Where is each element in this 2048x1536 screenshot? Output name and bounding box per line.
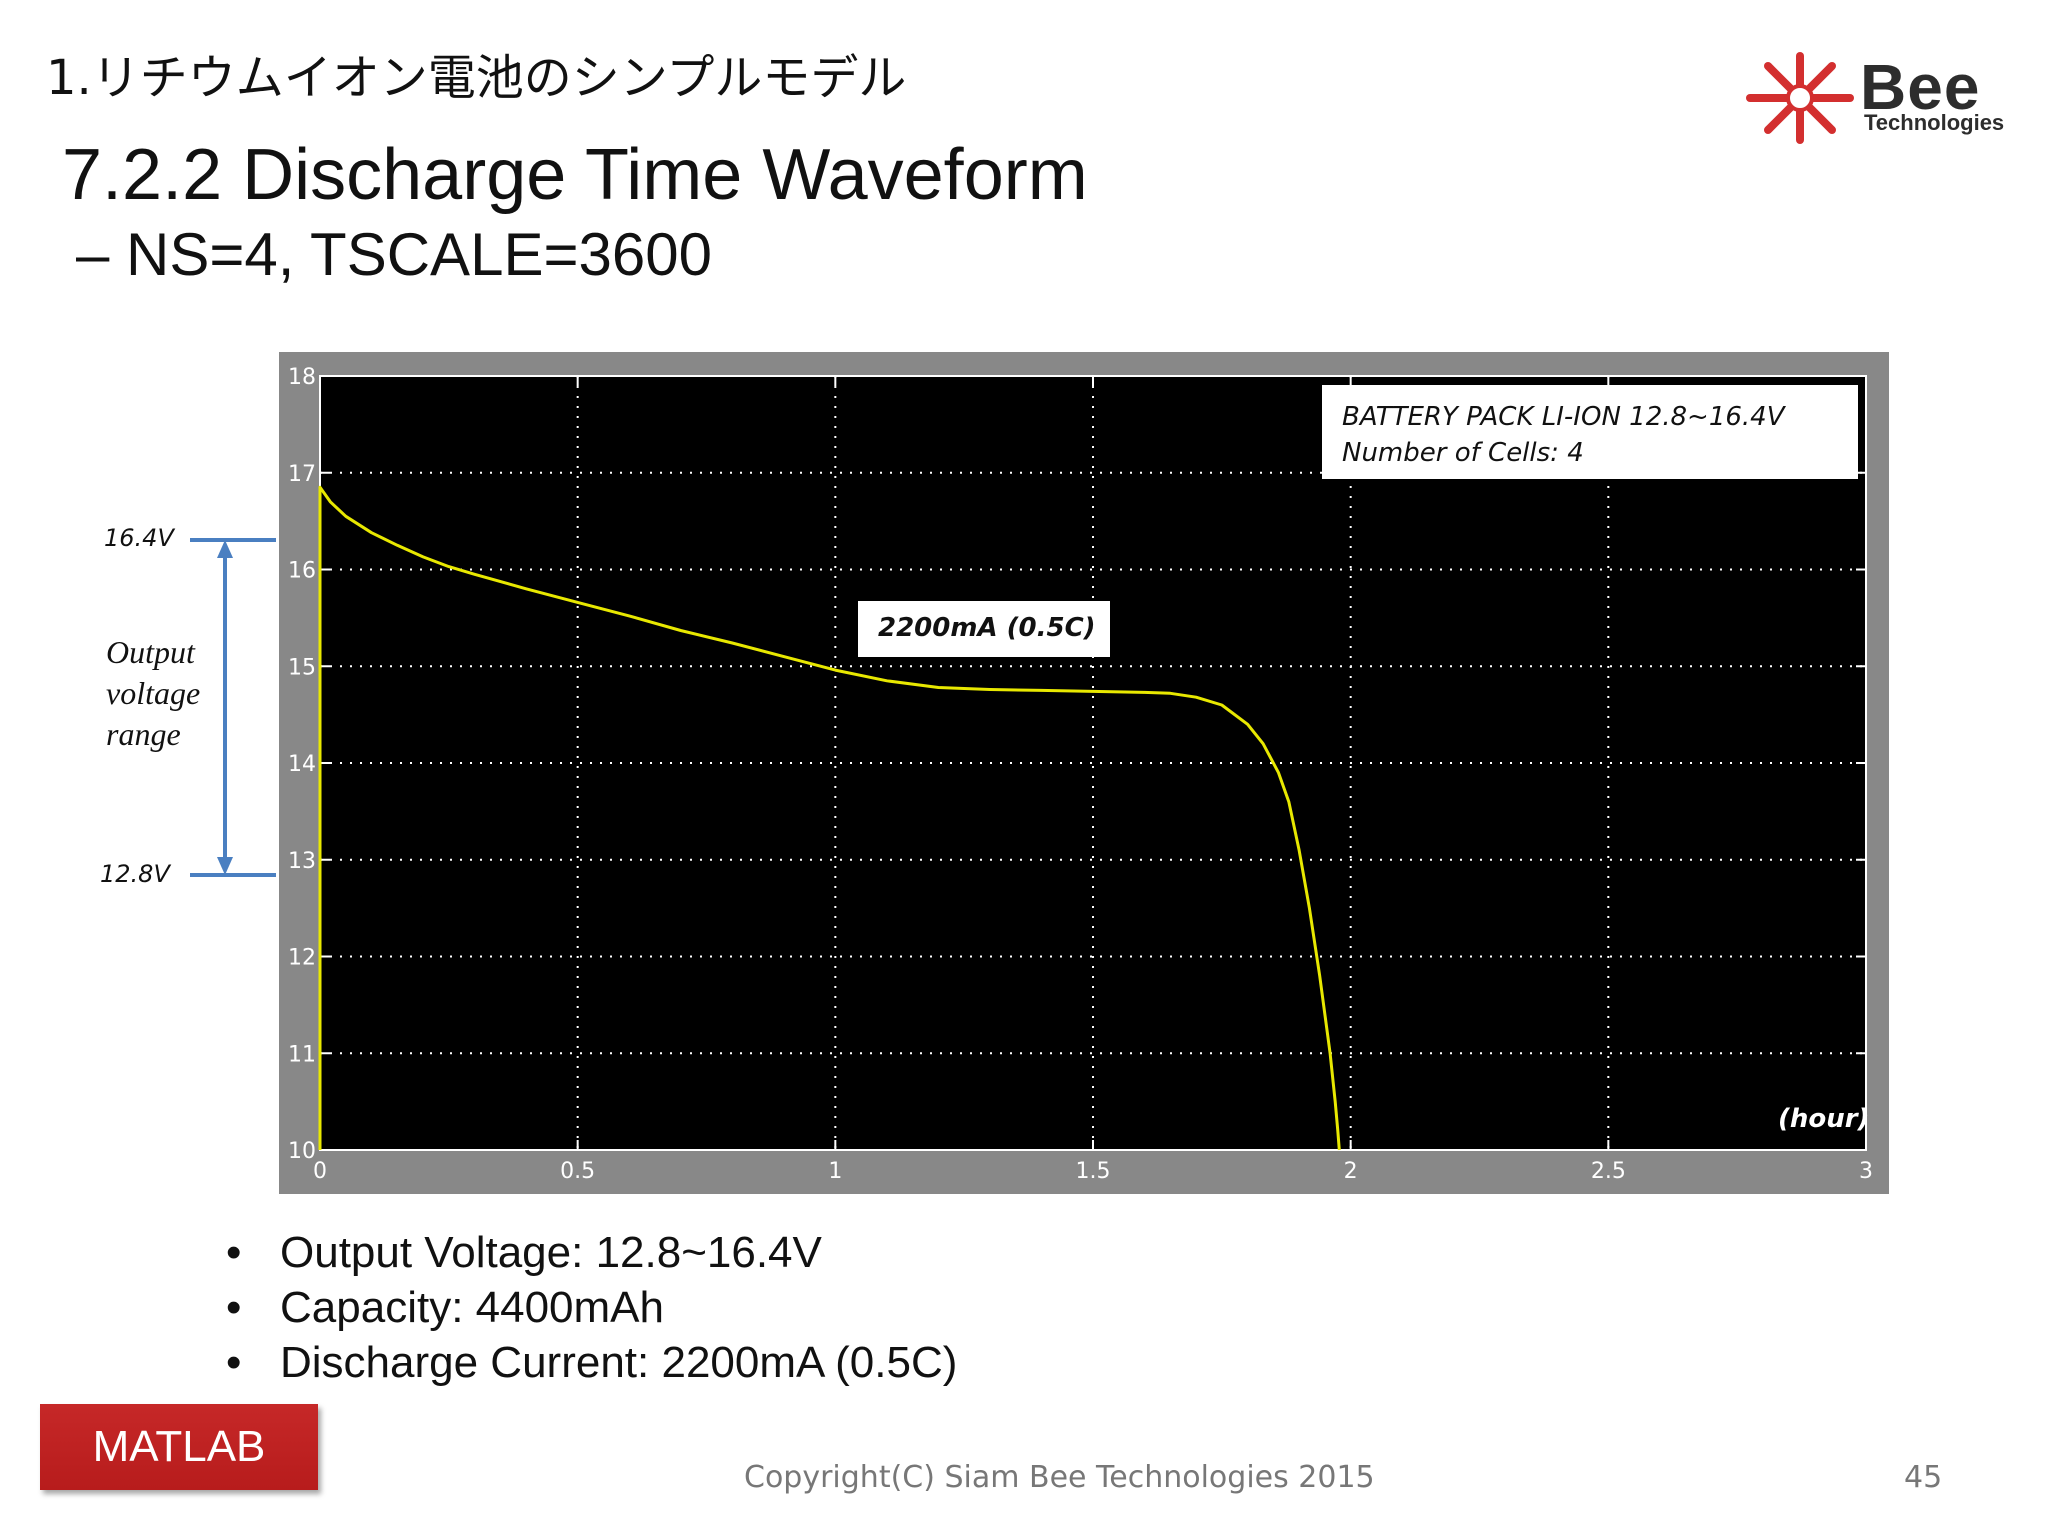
x-tick-label: 2 [1344, 1159, 1358, 1184]
slide-subtitle: – NS=4, TSCALE=3600 [76, 221, 712, 288]
range-desc-line: range [106, 716, 181, 752]
bullet-item: Discharge Current: 2200mA (0.5C) [220, 1335, 957, 1390]
x-tick-label: 1 [828, 1159, 842, 1184]
y-tick-label: 15 [288, 655, 316, 680]
range-arrow [190, 538, 276, 877]
bullet-item: Capacity: 4400mAh [220, 1280, 957, 1335]
bullet-list: Output Voltage: 12.8~16.4V Capacity: 440… [220, 1225, 957, 1390]
range-bottom-label: 12.8V [100, 860, 170, 888]
voltage-range-annotation: 16.4V 12.8V Output voltage range [90, 510, 290, 890]
discharge-chart: 0 0.5 1 1.5 2 2.5 3 10 11 12 13 14 15 16 17 18 [288, 365, 1873, 1184]
x-tick-label: 0.5 [560, 1159, 595, 1184]
legend-line: BATTERY PACK LI-ION 12.8~16.4V [1342, 402, 1785, 432]
y-tick-label: 14 [288, 752, 316, 777]
bee-sunburst-icon [1746, 52, 1854, 144]
chart-frame: 0 0.5 1 1.5 2 2.5 3 10 11 12 13 14 15 16 17 18 [279, 352, 1889, 1194]
y-tick-label: 10 [288, 1139, 316, 1164]
page-number: 45 [1904, 1460, 1943, 1495]
x-tick-label: 0 [313, 1159, 327, 1184]
bee-technologies-logo: Bee Technologies [1740, 48, 2020, 148]
range-desc-line: Output [106, 634, 195, 670]
voltage-series-line [318, 485, 1341, 1151]
y-tick-label: 11 [288, 1042, 316, 1067]
plot-area [320, 376, 1866, 1150]
bullet-item: Output Voltage: 12.8~16.4V [220, 1225, 957, 1280]
footer-copyright: Copyright(C) Siam Bee Technologies 2015 [744, 1460, 1375, 1495]
matlab-badge: MATLAB [40, 1404, 318, 1490]
logo-brand-text: Bee [1860, 51, 1981, 123]
y-tick-label: 13 [288, 849, 316, 874]
y-tick-label: 16 [288, 559, 316, 584]
range-description: Output voltage range [106, 632, 200, 755]
logo-tagline-text: Technologies [1864, 110, 2005, 135]
x-tick-label: 1.5 [1076, 1159, 1111, 1184]
slide-title: 7.2.2 Discharge Time Waveform [62, 135, 1088, 215]
x-tick-label: 3 [1859, 1159, 1873, 1184]
x-axis-unit-label: (hour) [1778, 1104, 1870, 1134]
current-label-box: 2200mA (0.5C) [858, 601, 1110, 657]
legend-line: Number of Cells: 4 [1342, 438, 1584, 468]
y-tick-label: 18 [288, 365, 316, 390]
x-tick-label: 2.5 [1591, 1159, 1626, 1184]
chart-legend-box: BATTERY PACK LI-ION 12.8~16.4V Number of… [1322, 385, 1858, 479]
range-top-label: 16.4V [104, 524, 174, 552]
y-tick-label: 12 [288, 946, 316, 971]
y-tick-label: 17 [288, 462, 316, 487]
range-desc-line: voltage [106, 675, 201, 711]
section-header: 1.リチウムイオン電池のシンプルモデル [46, 50, 907, 106]
